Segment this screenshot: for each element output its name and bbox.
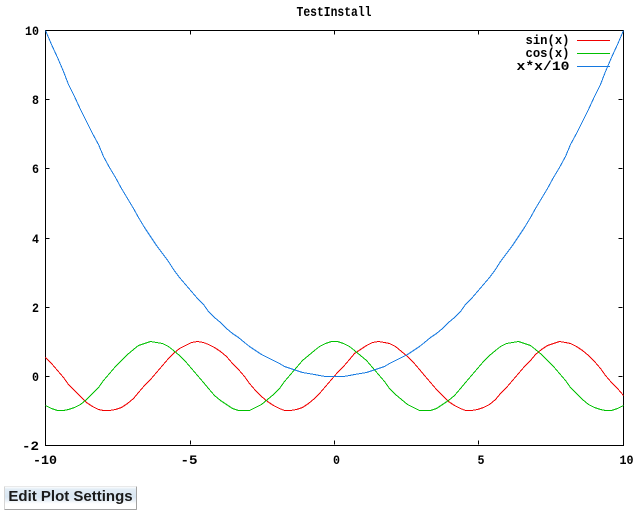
svg-text:-2: -2 bbox=[22, 439, 39, 454]
svg-text:6: 6 bbox=[32, 162, 39, 177]
svg-text:5: 5 bbox=[478, 453, 485, 468]
svg-text:2: 2 bbox=[32, 301, 39, 316]
svg-text:8: 8 bbox=[32, 93, 39, 108]
svg-text:0: 0 bbox=[333, 453, 340, 468]
svg-text:4: 4 bbox=[32, 232, 39, 247]
svg-text:x*x/10: x*x/10 bbox=[517, 59, 570, 74]
svg-text:sin(x): sin(x) bbox=[526, 33, 570, 48]
svg-text:cos(x): cos(x) bbox=[526, 46, 570, 61]
svg-text:-5: -5 bbox=[181, 453, 198, 468]
svg-text:10: 10 bbox=[620, 453, 634, 468]
svg-text:TestInstall: TestInstall bbox=[297, 5, 372, 21]
svg-text:10: 10 bbox=[25, 24, 39, 39]
svg-text:0: 0 bbox=[32, 370, 39, 385]
svg-text:-10: -10 bbox=[33, 453, 57, 468]
